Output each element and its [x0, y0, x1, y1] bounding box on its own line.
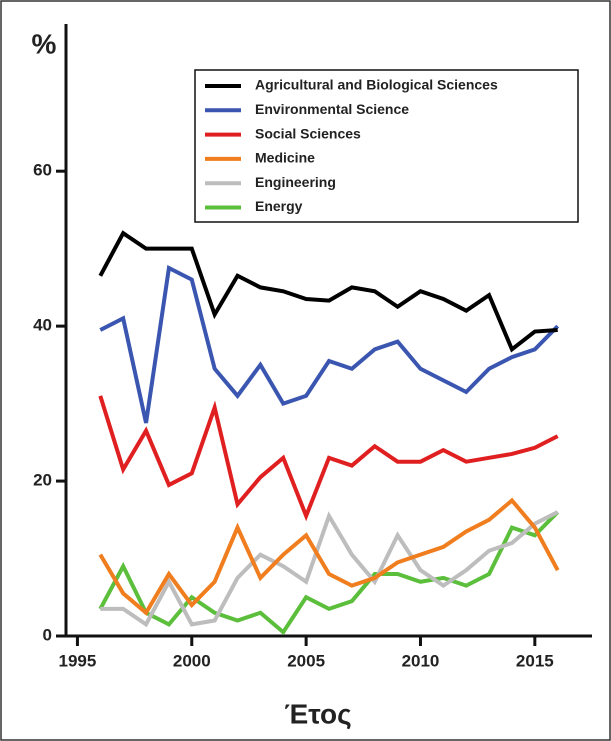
y-tick-label: 40 [33, 316, 52, 335]
legend-box [194, 69, 579, 223]
y-tick-label: 0 [43, 625, 52, 644]
series-line [98, 497, 560, 616]
y-tick-label: 20 [33, 471, 52, 490]
legend-label: Energy [255, 198, 303, 214]
series-line [99, 264, 560, 424]
legend-label: Engineering [255, 174, 336, 190]
legend-label: Medicine [255, 150, 315, 166]
legend-label: Environmental Science [255, 101, 409, 117]
legend-label: Agricultural and Biological Sciences [255, 77, 498, 93]
x-tick-label: 2000 [173, 651, 211, 670]
x-axis-label: Έτος [284, 698, 351, 729]
series-line [98, 510, 560, 636]
series-line [100, 510, 559, 628]
x-tick-label: 1995 [59, 651, 97, 670]
series-line [98, 395, 559, 522]
x-tick-label: 2010 [402, 651, 440, 670]
legend-label: Social Sciences [255, 125, 361, 141]
series-line [98, 230, 558, 353]
y-tick-label: 60 [33, 161, 52, 180]
x-tick-label: 2005 [287, 651, 325, 670]
y-axis-label: % [32, 28, 57, 59]
x-tick-label: 2015 [516, 651, 554, 670]
